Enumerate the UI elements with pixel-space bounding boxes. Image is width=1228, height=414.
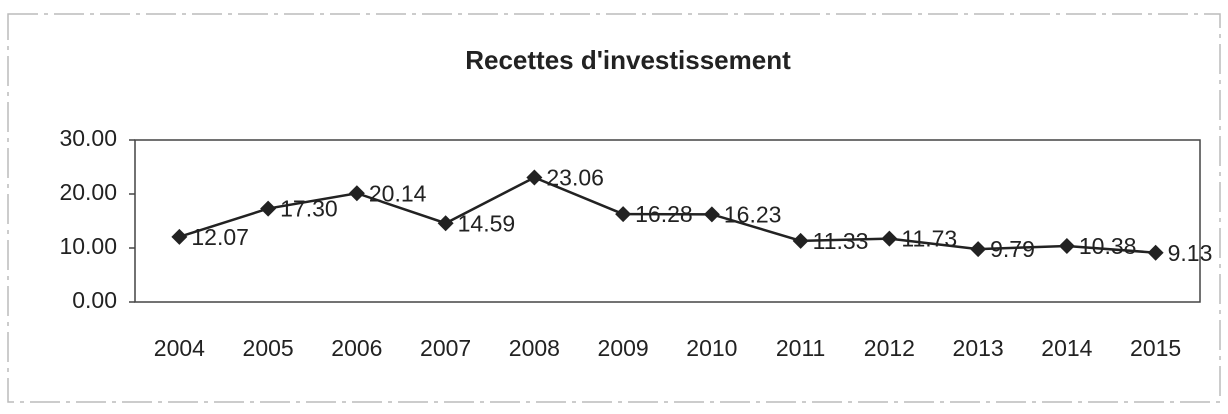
data-label: 17.30: [280, 196, 338, 222]
x-tick-label: 2008: [509, 335, 560, 361]
data-label: 20.14: [369, 180, 427, 206]
data-line: [178, 176, 1156, 254]
y-tick-label: 30.00: [59, 125, 117, 151]
data-label: 14.59: [458, 210, 516, 236]
data-point: [526, 169, 543, 186]
data-label: 16.28: [635, 201, 693, 227]
data-point: [348, 185, 365, 202]
data-point: [792, 232, 809, 249]
data-label: 23.06: [546, 165, 604, 191]
data-point: [1058, 237, 1075, 254]
data-point: [437, 215, 454, 232]
y-tick-label: 10.00: [59, 233, 117, 259]
x-tick-label: 2010: [686, 335, 737, 361]
x-tick-label: 2011: [776, 335, 825, 361]
data-label: 10.38: [1079, 233, 1137, 259]
y-tick-label: 20.00: [59, 179, 117, 205]
data-label: 12.07: [191, 224, 249, 250]
data-point: [703, 206, 720, 223]
x-tick-label: 2004: [154, 335, 205, 361]
y-tick-label: 0.00: [72, 287, 117, 313]
plot-area: [134, 139, 1201, 303]
x-tick-label: 2006: [331, 335, 382, 361]
data-label: 11.33: [813, 228, 869, 254]
x-tick-label: 2012: [864, 335, 915, 361]
x-tick-label: 2005: [243, 335, 294, 361]
x-tick-label: 2013: [953, 335, 1004, 361]
x-tick-label: 2015: [1130, 335, 1181, 361]
data-label: 11.73: [901, 226, 957, 252]
data-point: [881, 230, 898, 247]
chart-frame: [7, 13, 1221, 403]
data-point: [260, 200, 277, 217]
x-tick-label: 2014: [1041, 335, 1092, 361]
data-point: [970, 241, 987, 258]
data-label: 9.13: [1168, 240, 1213, 266]
data-label: 9.79: [990, 236, 1035, 262]
data-label: 16.23: [724, 201, 782, 227]
data-point: [171, 228, 188, 245]
data-point: [615, 206, 632, 223]
x-tick-label: 2009: [598, 335, 649, 361]
x-tick-label: 2007: [420, 335, 471, 361]
data-point: [1147, 244, 1164, 261]
chart-title: Recettes d'investissement: [465, 45, 791, 75]
